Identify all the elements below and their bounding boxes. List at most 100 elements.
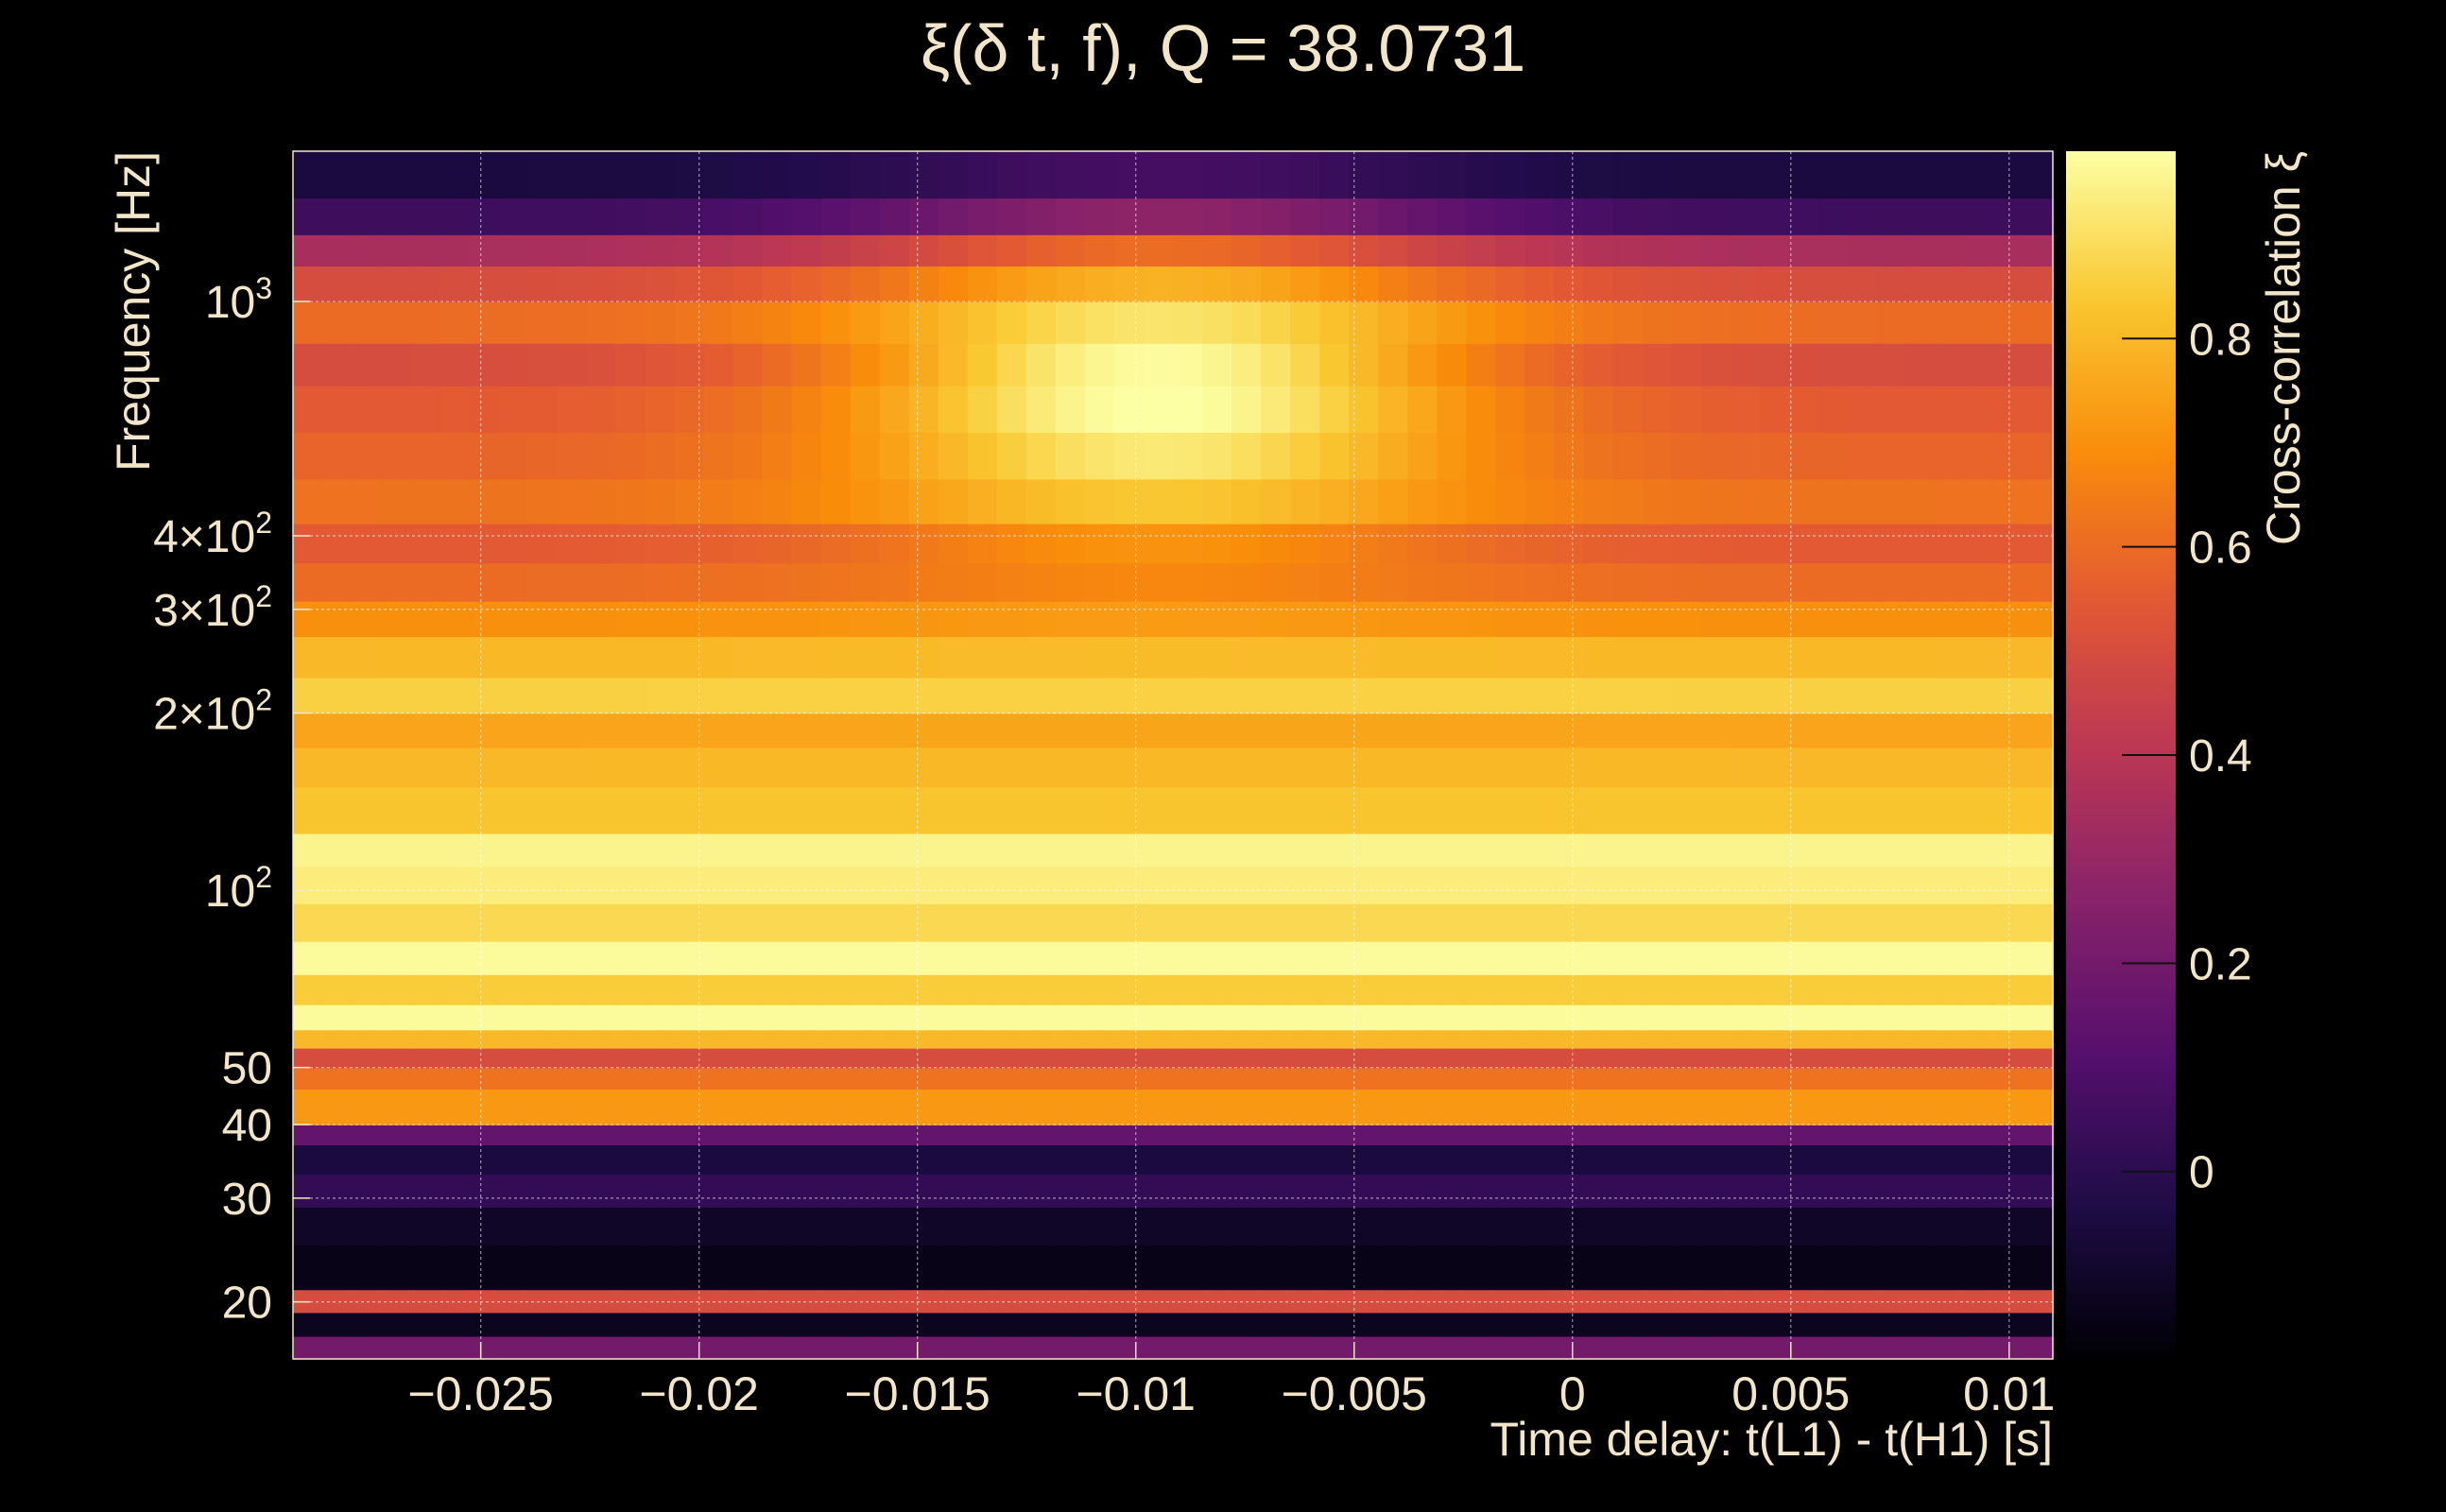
heatmap-cell [1319, 432, 1350, 480]
heatmap-cell [879, 1125, 910, 1145]
heatmap-cell [586, 1047, 617, 1069]
heatmap-cell [1173, 266, 1203, 302]
heatmap-cell [439, 432, 470, 480]
heatmap-cell [1290, 677, 1320, 714]
heatmap-cell [1084, 747, 1115, 788]
heatmap-cell [1349, 1174, 1380, 1208]
heatmap-cell [410, 747, 440, 788]
heatmap-cell [1642, 1312, 1673, 1337]
heatmap-cell [1759, 747, 1790, 788]
heatmap-cell [938, 1312, 969, 1337]
heatmap-cell [1759, 1067, 1790, 1091]
heatmap-cell [2023, 600, 2054, 638]
heatmap-cell [557, 343, 588, 387]
heatmap-cell [1290, 301, 1320, 344]
heatmap-cell [1817, 1047, 1849, 1069]
heatmap-band [293, 1047, 2054, 1069]
heatmap-band [293, 677, 2054, 714]
heatmap-cell [1964, 713, 1995, 748]
heatmap-cell [1700, 940, 1731, 975]
heatmap-cell [1964, 600, 1995, 638]
heatmap-cell [1437, 301, 1468, 344]
heatmap-cell [732, 940, 764, 975]
heatmap-cell [469, 1207, 500, 1246]
heatmap-cell [762, 677, 793, 714]
heatmap-cell [1583, 151, 1614, 199]
heatmap-cell [1935, 1047, 1966, 1069]
heatmap-cell [322, 385, 353, 434]
heatmap-cell [908, 866, 939, 904]
heatmap-cell [1025, 1125, 1057, 1145]
heatmap-cell [1378, 677, 1409, 714]
heatmap-cell [1935, 1335, 1966, 1360]
heatmap-cell [352, 636, 382, 679]
heatmap-cell [498, 432, 529, 480]
heatmap-cell [439, 600, 470, 638]
heatmap-cell [615, 1029, 646, 1049]
heatmap-cell [557, 1089, 588, 1125]
heatmap-cell [557, 1312, 588, 1337]
heatmap-band [293, 833, 2054, 868]
heatmap-cell [1466, 1335, 1497, 1360]
heatmap-cell [1905, 1125, 1937, 1145]
heatmap-cell [410, 1335, 440, 1360]
heatmap-cell [1612, 343, 1644, 387]
heatmap-cell [1495, 1312, 1526, 1337]
heatmap-cell [1173, 940, 1203, 975]
heatmap-cell [1905, 636, 1937, 679]
heatmap-cell [1202, 1144, 1232, 1175]
heatmap-cell [1466, 940, 1497, 975]
heatmap-cell [615, 1312, 646, 1337]
heatmap-cell [469, 1144, 500, 1175]
heatmap-cell [1407, 713, 1438, 748]
heatmap-cell [2023, 1125, 2054, 1145]
heatmap-cell [1349, 1047, 1380, 1069]
heatmap-cell [1202, 713, 1232, 748]
heatmap-cell [732, 1029, 764, 1049]
heatmap-cell [527, 902, 559, 942]
y-tick-label: 2×102 [153, 683, 272, 740]
heatmap-cell [410, 1289, 440, 1314]
heatmap-cell [703, 266, 734, 302]
heatmap-cell [1788, 385, 1819, 434]
heatmap-cell [1583, 1245, 1614, 1291]
heatmap-cell [674, 940, 705, 975]
heatmap-cell [469, 151, 500, 199]
heatmap-cell [732, 1335, 764, 1360]
heatmap-cell [527, 562, 559, 602]
heatmap-cell [879, 301, 910, 344]
heatmap-cell [469, 677, 500, 714]
heatmap-cell [820, 1089, 852, 1125]
heatmap-cell [967, 301, 998, 344]
heatmap-cell [938, 1125, 969, 1145]
heatmap-cell [1378, 1047, 1409, 1069]
heatmap-cell [410, 833, 440, 868]
heatmap-cell [1407, 1207, 1438, 1246]
heatmap-cell [1642, 600, 1673, 638]
heatmap-cell [2023, 940, 2054, 975]
heatmap-cell [820, 1335, 852, 1360]
heatmap-cell [2023, 1245, 2054, 1291]
heatmap-cell [938, 562, 969, 602]
heatmap-cell [1817, 301, 1849, 344]
heatmap-cell [850, 151, 881, 199]
heatmap-cell [1025, 833, 1057, 868]
heatmap-cell [1905, 747, 1937, 788]
heatmap-cell [1671, 1245, 1702, 1291]
heatmap-cell [557, 833, 588, 868]
heatmap-cell [1173, 523, 1203, 564]
heatmap-cell [1173, 234, 1203, 267]
heatmap-cell [381, 833, 411, 868]
heatmap-cell [1319, 974, 1350, 1005]
heatmap-cell [674, 1289, 705, 1314]
heatmap-cell [1055, 562, 1086, 602]
heatmap-cell [1025, 1312, 1057, 1337]
heatmap-cell [1583, 786, 1614, 834]
heatmap-cell [1202, 198, 1232, 235]
heatmap-cell [469, 786, 500, 834]
heatmap-cell [410, 1004, 440, 1031]
heatmap-cell [674, 1004, 705, 1031]
heatmap-cell [1583, 478, 1614, 524]
heatmap-cell [352, 385, 382, 434]
heatmap-cell [1290, 343, 1320, 387]
